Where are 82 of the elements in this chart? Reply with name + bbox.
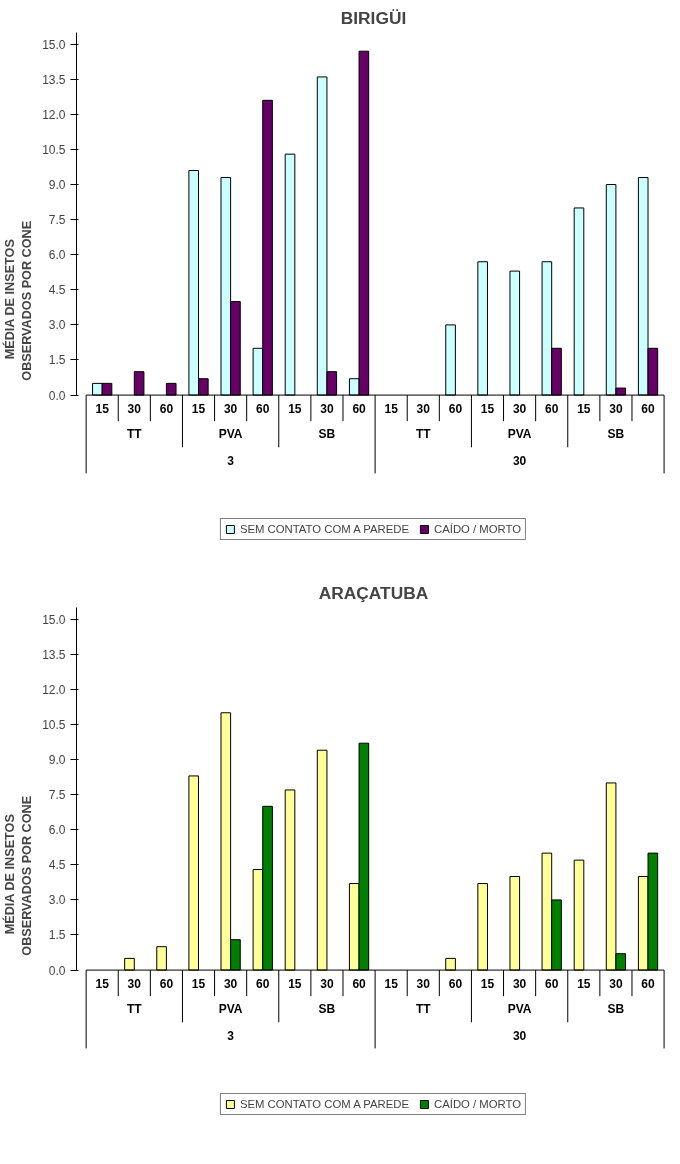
y-tick-label: 15.0: [42, 37, 66, 52]
x-tick-label: 15: [577, 976, 591, 991]
x-tick-label: 15: [95, 401, 110, 416]
x-tick-label: 60: [256, 401, 270, 416]
legend-label: SEM CONTATO COM A PAREDE: [239, 523, 410, 535]
y-tick-label: 12.0: [42, 682, 66, 697]
y-tick-label: 3.0: [48, 893, 66, 908]
y-tick-label: 10.5: [42, 717, 66, 732]
y-tick-label: 9.0: [48, 178, 66, 193]
y-tick-label: 15.0: [42, 612, 66, 627]
text: PVA: [507, 1002, 532, 1017]
x-tick-label: 30: [127, 976, 142, 991]
y-axis-title: MÉDIA DE INSETOS OBSERVADOS POR CONE: [2, 795, 35, 956]
x-tick-label: 60: [352, 401, 367, 416]
x-tick-label: 30: [416, 401, 431, 416]
text: TT: [415, 427, 432, 442]
y-tick-label: 3.0: [48, 318, 66, 333]
y-tick-label: 13.5: [42, 72, 66, 87]
y-tick-label: 6.0: [48, 823, 66, 838]
x-tick-label: 30: [223, 976, 238, 991]
x-tick-label: 30: [416, 976, 431, 991]
text: PVA: [218, 427, 243, 442]
y-tick-label: 6.0: [48, 248, 66, 263]
x-tick-label: 30: [320, 976, 334, 991]
chart-title: ARAÇATUBA: [318, 582, 429, 603]
x-tick-label: 15: [288, 976, 302, 991]
x-tick-label: 30: [127, 401, 142, 416]
y-tick-label: 10.5: [42, 142, 66, 157]
x-tick-label: 15: [95, 976, 110, 991]
text: SB: [607, 1002, 625, 1017]
text: 30: [512, 453, 527, 468]
x-tick-label: 60: [641, 976, 656, 991]
x-tick-label: 30: [609, 401, 623, 416]
x-tick-label: 15: [384, 401, 399, 416]
y-tick-label: 13.5: [42, 647, 66, 662]
x-tick-label: 30: [609, 976, 623, 991]
chart-title: BIRIGÜI: [340, 7, 407, 28]
y-tick-label: 4.5: [48, 858, 66, 873]
text: PVA: [507, 427, 532, 442]
y-tick-label: 0.0: [48, 388, 66, 403]
text: 3: [227, 1028, 235, 1043]
y-tick-label: 0.0: [48, 963, 66, 978]
x-tick-label: 60: [352, 976, 367, 991]
x-tick-label: 30: [223, 401, 238, 416]
x-tick-label: 30: [320, 401, 334, 416]
x-tick-label: 30: [512, 401, 527, 416]
y-tick-label: 7.5: [48, 213, 66, 228]
text: TT: [415, 1002, 432, 1017]
y-axis-title: MÉDIA DE INSETOS OBSERVADOS POR CONE: [2, 220, 35, 381]
text: TT: [126, 427, 143, 442]
x-tick-label: 30: [512, 976, 527, 991]
x-tick-label: 60: [545, 401, 559, 416]
x-tick-label: 60: [448, 401, 463, 416]
y-tick-label: 12.0: [42, 107, 66, 122]
text: 30: [512, 1028, 527, 1043]
x-tick-label: 15: [384, 976, 399, 991]
y-tick-label: 1.5: [48, 353, 66, 368]
y-tick-label: 1.5: [48, 928, 66, 943]
text: PVA: [218, 1002, 243, 1017]
x-tick-label: 60: [641, 401, 656, 416]
x-tick-label: 15: [288, 401, 302, 416]
text: SB: [318, 1002, 336, 1017]
y-tick-label: 9.0: [48, 753, 66, 768]
y-tick-label: 7.5: [48, 788, 66, 803]
legend-label: CAÍDO / MORTO: [434, 523, 522, 535]
text: TT: [126, 1002, 143, 1017]
x-tick-label: 15: [191, 976, 206, 991]
text: 3: [227, 453, 235, 468]
x-tick-label: 60: [159, 976, 174, 991]
x-tick-label: 60: [545, 976, 559, 991]
x-tick-label: 60: [159, 401, 174, 416]
x-tick-label: 15: [480, 401, 495, 416]
text: SB: [607, 427, 625, 442]
legend-label: CAÍDO / MORTO: [434, 1098, 522, 1110]
x-tick-label: 15: [480, 976, 495, 991]
x-tick-label: 60: [448, 976, 463, 991]
text: SB: [318, 427, 336, 442]
x-tick-label: 60: [256, 976, 270, 991]
y-tick-label: 4.5: [48, 283, 66, 298]
x-tick-label: 15: [191, 401, 206, 416]
x-tick-label: 15: [577, 401, 591, 416]
legend-label: SEM CONTATO COM A PAREDE: [239, 1098, 410, 1110]
